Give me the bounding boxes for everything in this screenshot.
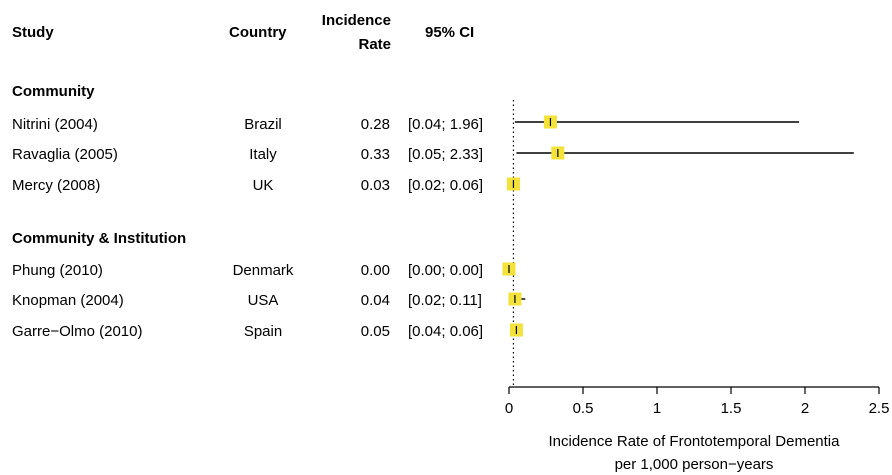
study-rate: 0.04 xyxy=(360,292,390,309)
study-name: Nitrini (2004) xyxy=(12,116,98,133)
x-tick-label: 2 xyxy=(801,400,809,417)
x-tick-label: 1 xyxy=(653,400,661,417)
study-ci: [0.02; 0.11] xyxy=(408,292,482,309)
study-name: Ravaglia (2005) xyxy=(12,146,118,163)
study-rate: 0.00 xyxy=(360,262,390,279)
study-country: Italy xyxy=(249,146,277,163)
study-ci: [0.05; 2.33] xyxy=(408,146,484,163)
study-name: Mercy (2008) xyxy=(12,177,101,194)
study-country: USA xyxy=(247,292,279,309)
x-tick-label: 0.5 xyxy=(573,400,594,417)
x-tick-label: 0 xyxy=(505,400,513,417)
x-tick-label: 2.5 xyxy=(869,400,890,417)
study-rate: 0.05 xyxy=(360,323,390,340)
study-name: Garre−Olmo (2010) xyxy=(12,323,143,340)
header-rate-line1: Incidence xyxy=(321,12,391,29)
x-axis-label-line1: Incidence Rate of Frontotemporal Dementi… xyxy=(549,433,841,450)
study-rate: 0.03 xyxy=(360,177,390,194)
study-country: Brazil xyxy=(244,116,282,133)
study-ci: [0.04; 1.96] xyxy=(408,116,484,133)
study-name: Knopman (2004) xyxy=(12,292,124,309)
x-tick-label: 1.5 xyxy=(721,400,742,417)
study-ci: [0.04; 0.06] xyxy=(408,323,484,340)
study-country: Spain xyxy=(243,323,283,340)
study-name: Phung (2010) xyxy=(12,262,103,279)
x-axis-label-line2: per 1,000 person−years xyxy=(615,456,774,473)
header-rate-line2: Rate xyxy=(358,36,391,53)
header-ci: 95% CI xyxy=(425,24,475,41)
header-study: Study xyxy=(12,24,54,41)
study-ci: [0.00; 0.00] xyxy=(408,262,484,279)
study-country: UK xyxy=(252,177,274,194)
study-country: Denmark xyxy=(232,262,294,279)
header-country: Country xyxy=(229,24,287,41)
study-rate: 0.33 xyxy=(360,146,390,163)
study-rate: 0.28 xyxy=(360,116,390,133)
study-ci: [0.02; 0.06] xyxy=(408,177,484,194)
group-label-community: Community xyxy=(12,83,95,100)
group-label-community-institution: Community & Institution xyxy=(12,230,187,247)
